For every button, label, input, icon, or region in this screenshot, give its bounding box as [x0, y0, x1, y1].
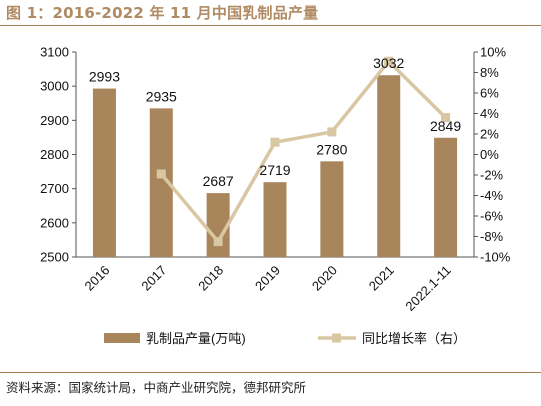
legend: 乳制品产量(万吨) 同比增长率（右） — [104, 331, 466, 346]
growth-point — [270, 137, 280, 147]
y-left-tick-label: 2700 — [40, 181, 69, 196]
y-right-tick-label: -4% — [480, 188, 504, 203]
x-tick-label: 2022.1-11 — [402, 263, 453, 314]
growth-point — [156, 169, 166, 179]
x-tick-label: 2021 — [366, 263, 397, 294]
chart-title: 图 1：2016-2022 年 11 月中国乳制品产量 — [6, 4, 319, 22]
bar-value-label: 3032 — [373, 55, 404, 71]
bar — [149, 108, 173, 257]
growth-line — [156, 56, 451, 247]
growth-line-path — [159, 59, 447, 244]
title-divider — [0, 25, 541, 26]
growth-point — [327, 127, 337, 137]
y-right-tick-label: 8% — [480, 65, 499, 80]
legend-line-marker — [332, 333, 341, 343]
y-left-tick-label: 2500 — [40, 250, 69, 265]
x-tick-label: 2018 — [195, 263, 226, 294]
data-labels: 2993 2935 2687 2719 2780 3032 2849 — [89, 55, 462, 189]
y-right-tick-label: -2% — [480, 168, 504, 183]
y-right-tick-label: 10% — [480, 45, 506, 60]
bar — [320, 161, 344, 257]
source-note: 资料来源：国家统计局，中商产业研究院，德邦研究所 — [6, 380, 307, 395]
x-tick-label: 2020 — [309, 263, 340, 294]
x-tick-label: 2019 — [252, 263, 283, 294]
bar — [434, 137, 458, 257]
y-right-tick-label: -8% — [480, 229, 504, 244]
growth-point — [213, 237, 223, 247]
y-left-tick-label: 2900 — [40, 113, 69, 128]
bar-value-label: 2993 — [89, 69, 120, 85]
bar-value-label: 2849 — [430, 118, 461, 134]
legend-bar-swatch — [104, 333, 140, 343]
bar-value-label: 2935 — [146, 88, 177, 104]
y-right-tick-label: 2% — [480, 127, 499, 142]
bar — [377, 75, 401, 257]
bar-value-label: 2780 — [316, 141, 347, 157]
y-right-tick-label: 6% — [480, 86, 499, 101]
bar-value-label: 2687 — [203, 173, 234, 189]
y-left-tick-label: 3100 — [40, 45, 69, 60]
legend-bar-label: 乳制品产量(万吨) — [146, 331, 246, 346]
y-left-tick-label: 3000 — [40, 79, 69, 94]
bars — [92, 75, 458, 257]
legend-line-label: 同比增长率（右） — [362, 331, 466, 346]
growth-point — [441, 113, 451, 123]
growth-point — [384, 56, 394, 66]
y-right-tick-label: 4% — [480, 106, 499, 121]
y-left-tick-label: 2800 — [40, 147, 69, 162]
x-tick-label: 2017 — [138, 263, 169, 294]
x-tick-label: 2016 — [81, 263, 112, 294]
y-right-tick-label: 0% — [480, 147, 499, 162]
y-right-tick-label: -10% — [480, 250, 511, 265]
y-right-tick-label: -6% — [480, 209, 504, 224]
bar — [263, 182, 287, 257]
bar — [206, 193, 230, 257]
production-chart: 2500 2600 2700 2800 2900 3000 3100 -10% -8% -6% -4… — [40, 45, 511, 347]
bar — [92, 88, 116, 257]
y-left-tick-label: 2600 — [40, 215, 69, 230]
source-divider — [0, 372, 541, 373]
bar-value-label: 2719 — [259, 162, 290, 178]
